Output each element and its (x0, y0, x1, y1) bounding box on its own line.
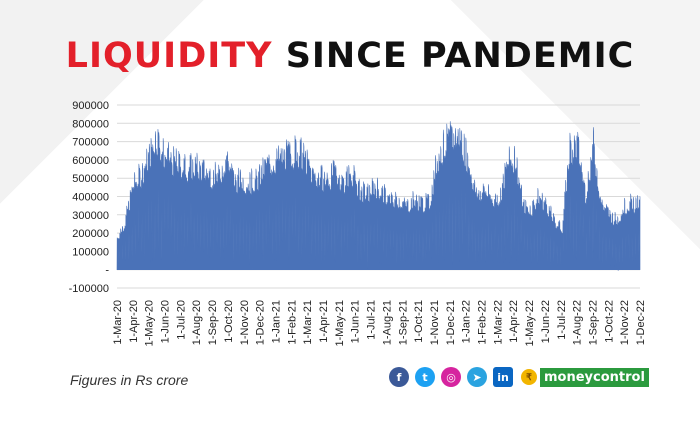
twitter-icon[interactable]: t (415, 367, 435, 387)
y-tick-label: 400000 (72, 192, 109, 204)
x-tick-label: 1-Feb-21 (286, 300, 298, 345)
footnote: Figures in Rs crore (70, 372, 189, 388)
x-tick-label: 1-Sep-20 (207, 300, 219, 345)
y-tick-label: 100000 (72, 246, 109, 258)
chart-title: LIQUIDITY SINCE PANDEMIC (0, 36, 700, 76)
x-tick-label: 1-Apr-21 (318, 300, 330, 343)
series-area (116, 121, 641, 271)
title-part-black: SINCE PANDEMIC (285, 36, 635, 76)
coin-icon: ₹ (521, 369, 537, 385)
y-tick-label: 300000 (72, 210, 109, 222)
x-tick-label: 1-Aug-22 (572, 300, 584, 345)
y-tick-label: 700000 (72, 137, 109, 149)
y-tick-label: 900000 (72, 100, 109, 112)
x-tick-label: 1-Dec-20 (255, 300, 267, 345)
x-tick-label: 1-Jan-22 (461, 300, 473, 343)
x-tick-label: 1-Aug-20 (191, 300, 203, 345)
instagram-icon[interactable]: ◎ (441, 367, 461, 387)
x-tick-label: 1-Jun-22 (540, 300, 552, 343)
brand-name: moneycontrol (540, 367, 649, 387)
x-tick-label: 1-Dec-21 (445, 300, 457, 345)
x-tick-label: 1-May-21 (334, 300, 346, 346)
x-tick-label: 1-Nov-22 (619, 300, 631, 345)
x-tick-label: 1-Jun-21 (350, 300, 362, 343)
y-tick-label: 800000 (72, 118, 109, 130)
x-tick-label: 1-May-22 (524, 300, 536, 346)
x-tick-label: 1-Mar-20 (112, 300, 124, 345)
x-tick-label: 1-Jul-20 (175, 300, 187, 340)
x-tick-label: 1-Nov-21 (429, 300, 441, 345)
x-tick-label: 1-Jul-21 (366, 300, 378, 340)
x-tick-label: 1-Nov-20 (239, 300, 251, 345)
x-tick-label: 1-Mar-22 (492, 300, 504, 345)
x-tick-label: 1-Oct-22 (603, 300, 615, 343)
y-tick-label: 500000 (72, 173, 109, 185)
x-tick-label: 1-Feb-22 (477, 300, 489, 345)
x-tick-label: 1-May-20 (144, 300, 156, 346)
y-tick-label: 200000 (72, 228, 109, 240)
x-tick-label: 1-Jun-20 (160, 300, 172, 343)
x-tick-label: 1-Mar-21 (302, 300, 314, 345)
social-icons: f t ◎ ➤ in ₹ moneycontrol (389, 367, 649, 387)
y-tick-label: - (105, 265, 109, 277)
y-tick-label: 600000 (72, 155, 109, 167)
x-tick-label: 1-Dec-22 (635, 300, 647, 345)
x-tick-label: 1-Sep-22 (587, 300, 599, 345)
x-tick-label: 1-Jan-21 (270, 300, 282, 343)
facebook-icon[interactable]: f (389, 367, 409, 387)
x-tick-label: 1-Sep-21 (397, 300, 409, 345)
x-tick-label: 1-Oct-21 (413, 300, 425, 343)
x-tick-label: 1-Apr-20 (128, 300, 140, 343)
x-tick-label: 1-Aug-21 (381, 300, 393, 345)
x-tick-label: 1-Apr-22 (508, 300, 520, 343)
y-tick-label: -100000 (69, 283, 109, 295)
x-tick-label: 1-Jul-22 (556, 300, 568, 340)
linkedin-icon[interactable]: in (493, 367, 513, 387)
brand-logo: ₹ moneycontrol (521, 367, 649, 387)
x-tick-label: 1-Oct-20 (223, 300, 235, 343)
telegram-icon[interactable]: ➤ (467, 367, 487, 387)
title-part-red: LIQUIDITY (65, 36, 273, 76)
